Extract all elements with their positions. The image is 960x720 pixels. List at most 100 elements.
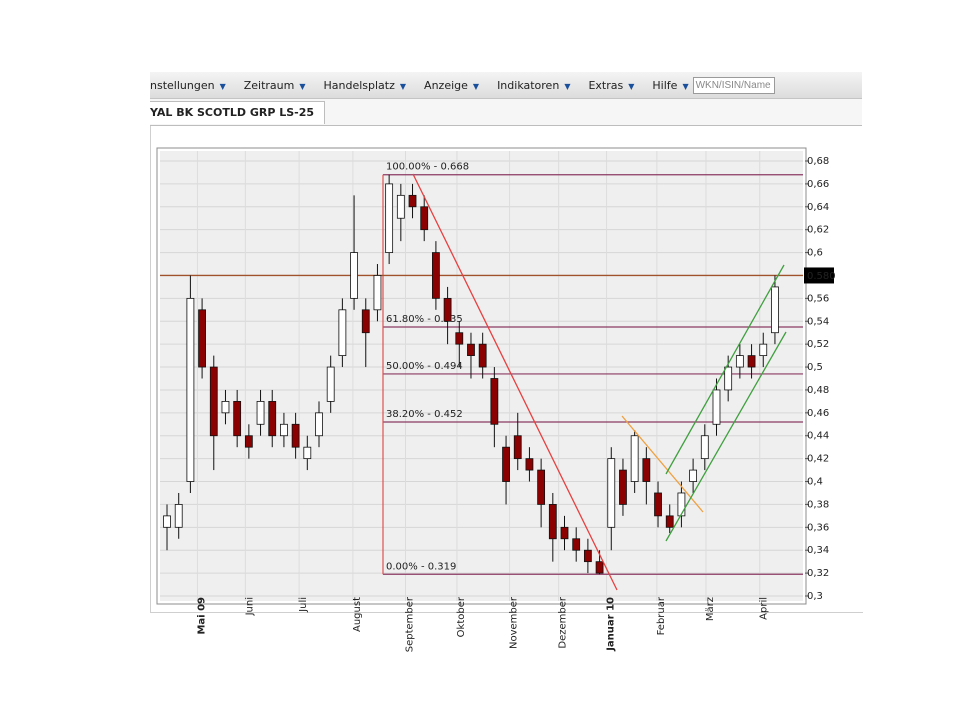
candle-body [291,423,300,448]
candle-body [513,435,522,460]
fib-level-label: 100.00% - 0.668 [386,162,469,173]
candle-body [209,366,218,437]
candle-body [490,378,499,425]
candle-body [303,446,312,460]
fib-level-label: 61.80% - 0.535 [386,314,463,325]
menu-item[interactable]: Indikatoren ▼ [497,79,588,92]
candle-body [665,515,674,528]
y-tick-label: 0,68 [807,156,829,167]
x-tick-label: August [352,597,363,632]
candle-body [280,423,288,437]
fib-level-label: 38.20% - 0.452 [386,409,463,420]
y-tick-label: 0,36 [807,522,829,533]
candle-body [186,297,195,482]
candle-body [361,309,370,334]
candle-body [315,412,323,437]
candle-body [221,400,230,414]
y-tick-label: 0,3 [807,591,823,602]
dropdown-arrow: ▼ [219,81,226,91]
menu-label: nstellungen [150,78,215,92]
candle-body [373,275,382,311]
candle-body [771,286,779,334]
candle-body [595,561,604,574]
candle-body [583,549,592,563]
x-tick-label: Oktober [456,596,467,637]
channel-line [665,331,787,542]
candle-body [396,194,405,219]
candle-body [338,309,347,357]
candle-body [163,515,171,528]
candle-body [432,252,440,299]
menu-item[interactable]: Extras ▼ [588,79,652,92]
search-input[interactable]: WKN/ISIN/Name [692,76,775,94]
y-tick-label: 0,34 [807,545,829,556]
candle-body [619,469,627,505]
candle-body [198,309,206,368]
candle-body [502,446,510,482]
menu-item[interactable]: Hilfe ▼ [652,79,688,92]
menu-item[interactable]: Anzeige ▼ [424,79,497,92]
tab[interactable]: YAL BK SCOTLD GRP LS-25 [150,101,326,124]
menu-item[interactable]: nstellungen ▼ [150,79,244,92]
candle-body [174,504,183,528]
candle-body [256,400,265,425]
menu-label: Hilfe [652,78,678,92]
y-tick-label: 0,38 [807,499,829,510]
dropdown-arrow: ▼ [399,81,407,91]
x-tick-label: Januar 10 [606,597,617,652]
y-tick-label: 0,42 [807,454,829,465]
y-tick-label: 0,44 [807,431,829,442]
x-tick-label: März [705,597,716,621]
menu-label: Extras [588,78,624,92]
candle-body [408,194,417,208]
menu-label: Handelsplatz [323,78,395,92]
candle-body [233,400,242,437]
candle-body [467,343,475,357]
candle-body [478,343,487,368]
candle-body [525,458,534,471]
candle-body [455,332,464,345]
y-tick-label: 0,32 [807,568,829,579]
y-tick-label: 0,5 [807,362,823,373]
menu-label: Anzeige [424,78,468,92]
x-tick-label: September [405,596,416,652]
y-tick-label: 0,66 [807,179,829,190]
candle-body [654,492,662,517]
candle-body [420,206,429,231]
candle-body [268,400,277,437]
candle-body [712,389,721,425]
candle-body [630,435,639,482]
menu-item[interactable]: Zeitraum ▼ [244,79,324,92]
y-tick-label: 0,4 [807,477,823,488]
candle-body [443,297,452,322]
menu-item[interactable]: Handelsplatz ▼ [324,79,425,92]
candle-body [548,504,557,540]
candle-body [642,458,651,482]
dropdown-arrow: ▼ [299,81,306,91]
x-tick-label: Mai 09 [196,597,207,635]
channel-line [665,264,785,475]
price-label-box [804,267,834,284]
menu-label: Indikatoren [497,78,560,92]
candle-body [326,366,335,402]
x-tick-label: November [509,596,520,649]
menu-label: Zeitraum [243,78,295,92]
candle-body [700,435,709,460]
candle-body [735,355,744,368]
x-tick-label: Juli [298,597,309,613]
dropdown-arrow: ▼ [682,81,689,91]
candle-body [689,469,698,482]
x-tick-label: Dezember [558,596,569,648]
y-tick-label: 0,6 [807,248,823,259]
candle-body [677,492,686,517]
y-tick-label: 0,56 [807,293,829,304]
tab-bar: YAL BK SCOTLD GRP LS-25 [150,99,862,126]
y-tick-label: 0,54 [807,316,829,327]
price-label: 0.580 [807,271,836,282]
trend-line [621,415,704,513]
y-tick-label: 0,48 [807,385,829,396]
menu-bar: nstellungen ▼ Zeitraum ▼ Handelsplatz ▼ Anz… [150,72,862,99]
y-tick-label: 0,62 [807,225,829,236]
